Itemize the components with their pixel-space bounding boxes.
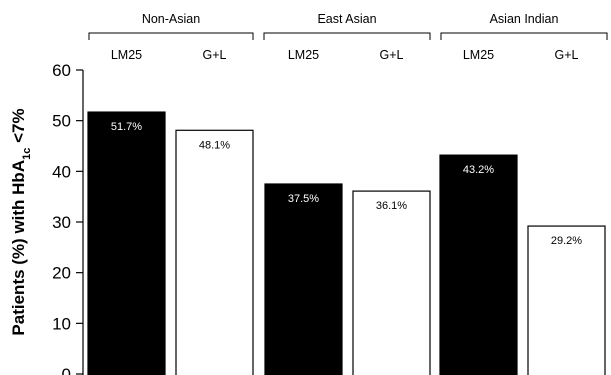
- bar-lm25-1: [264, 183, 343, 375]
- group-header-non-asian: Non-Asian: [88, 12, 254, 40]
- y-axis-label: Patients (%) with HbA1c <7%: [9, 108, 33, 335]
- data-label: 51.7%: [111, 121, 142, 133]
- bar-lm25-0: [87, 111, 166, 375]
- category-label: LM25: [463, 48, 494, 62]
- bars: 51.7% 48.1% 37.5% 36.1% 43.2% 29.2%: [87, 111, 606, 375]
- data-label: 36.1%: [376, 200, 407, 212]
- bar-gl-0: [175, 129, 254, 375]
- category-label: G+L: [380, 48, 404, 62]
- group-header-asian-indian: Asian Indian: [440, 12, 608, 40]
- y-axis-title-subscript: 1c: [21, 148, 33, 160]
- y-tick-label: 20: [52, 264, 71, 283]
- bar-gl-1: [352, 190, 431, 375]
- data-label: 48.1%: [199, 139, 230, 151]
- y-axis-title: Patients (%) with HbA1c <7%: [9, 108, 33, 335]
- group-header-east-asian: East Asian: [263, 12, 431, 40]
- data-label: 37.5%: [288, 193, 319, 205]
- group-bracket: [440, 32, 608, 40]
- bar-gl-2: [527, 225, 606, 375]
- y-tick-label: 0: [62, 365, 71, 375]
- data-label: 29.2%: [551, 235, 582, 247]
- y-tick-label: 50: [52, 112, 71, 131]
- category-label: LM25: [111, 48, 142, 62]
- category-label: G+L: [203, 48, 227, 62]
- y-axis: 0 10 20 30 40 50 60: [52, 61, 84, 375]
- y-tick-label: 30: [52, 213, 71, 232]
- group-bracket: [263, 32, 431, 40]
- y-tick-label: 40: [52, 162, 71, 181]
- data-label: 43.2%: [463, 164, 494, 176]
- group-headers: Non-Asian LM25 G+L East Asian LM25 G+L Asian I…: [88, 12, 608, 62]
- group-label: Asian Indian: [490, 12, 559, 26]
- y-tick-label: 60: [52, 61, 71, 80]
- y-axis-title-main: Patients (%) with HbA: [9, 160, 28, 336]
- category-label: LM25: [288, 48, 319, 62]
- group-bracket: [88, 32, 254, 40]
- y-tick-label: 10: [52, 314, 71, 333]
- category-label: G+L: [555, 48, 579, 62]
- group-label: Non-Asian: [142, 12, 200, 26]
- group-label: East Asian: [317, 12, 376, 26]
- bar-lm25-2: [439, 154, 518, 375]
- y-axis-title-end: <7%: [9, 108, 28, 147]
